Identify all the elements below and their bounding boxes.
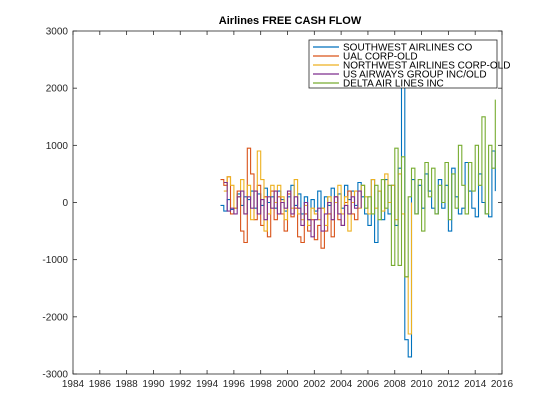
plot-area: 1984 1986 1988 1990 1992 1994 1996 1998 2000 2002…	[42, 27, 513, 391]
x-tick-label: 2010	[410, 379, 433, 390]
y-tick-label: 3000	[46, 27, 69, 38]
legend-box	[308, 39, 498, 89]
series-line-0	[220, 81, 496, 358]
x-tick-label: 1988	[116, 379, 139, 390]
x-tick-label: 1990	[142, 379, 165, 390]
x-tick-label: 2008	[384, 379, 407, 390]
x-tick-label: 2012	[437, 379, 460, 390]
series-line-4	[361, 99, 496, 278]
y-tick-label: -3000	[42, 370, 68, 381]
x-tick-label: 2016	[491, 379, 514, 390]
x-tick-label: 2006	[357, 379, 380, 390]
x-tick-label: 1996	[223, 379, 246, 390]
x-tick-label: 2004	[330, 379, 353, 390]
y-tick-label: -1000	[42, 255, 68, 266]
x-tick-label: 1984	[62, 379, 85, 390]
x-tick-label: 1994	[196, 379, 219, 390]
x-tick-label: 2002	[303, 379, 326, 390]
legend-label-4: DELTA AIR LINES INC	[343, 79, 444, 90]
legend-label-0: SOUTHWEST AIRLINES CO	[343, 43, 473, 54]
x-tick-label: 2014	[464, 379, 487, 390]
x-tick-label: 1986	[89, 379, 112, 390]
x-tick-label: 1998	[250, 379, 273, 390]
series-line-3	[223, 181, 362, 238]
x-tick-label: 2000	[276, 379, 299, 390]
legend-label-1: UAL CORP-OLD	[343, 52, 418, 63]
y-tick-label: 2000	[46, 84, 69, 95]
x-tick-label: 1992	[169, 379, 192, 390]
y-tick-label: -2000	[42, 312, 68, 323]
y-tick-label: 0	[62, 198, 68, 209]
legend-label-3: US AIRWAYS GROUP INC/OLD	[343, 70, 487, 81]
chart-title: Airlines FREE CASH FLOW	[219, 15, 362, 27]
y-tick-label: 1000	[46, 141, 69, 152]
legend-label-2: NORTHWEST AIRLINES CORP-OLD	[343, 61, 510, 72]
